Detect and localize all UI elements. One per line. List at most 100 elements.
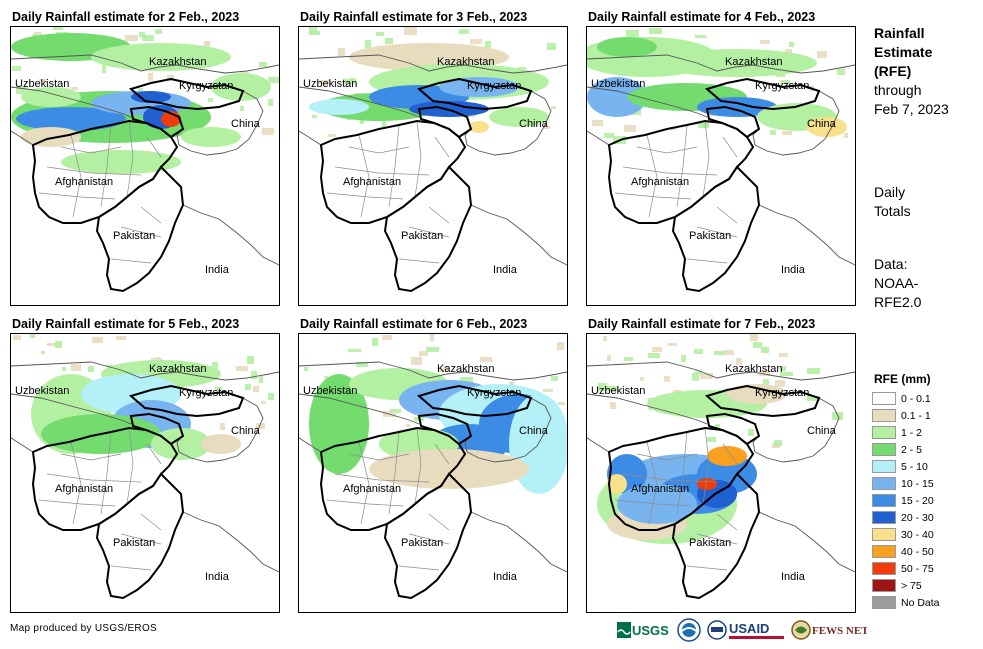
rain-pixel — [55, 341, 62, 348]
rainfall-panel-feb-7: Daily Rainfall estimate for 7 Feb., 2023… — [586, 315, 856, 615]
country-label-kyrgyzstan: Kyrgyzstan — [755, 80, 809, 92]
totals-line: Daily — [874, 184, 906, 200]
data-line: Data: — [874, 256, 908, 272]
legend-item: 0.1 - 1 — [872, 407, 940, 424]
rain-pixel — [714, 351, 725, 355]
rain-pixel — [750, 334, 758, 341]
rain-pixel — [781, 80, 790, 84]
rain-pixel — [419, 351, 428, 356]
rain-pixel — [343, 79, 356, 84]
country-label-pakistan: Pakistan — [113, 230, 155, 242]
country-boundary — [299, 54, 567, 74]
province-boundary — [716, 206, 738, 224]
svg-text:USGS: USGS — [632, 623, 669, 638]
rain-pixel — [460, 377, 473, 384]
country-boundary — [464, 397, 552, 463]
legend-swatch — [872, 409, 896, 422]
region-outline — [383, 472, 473, 600]
map-svg: Kazakhstan Uzbekistan Kyrgyzstan China Afgha… — [11, 27, 279, 293]
country-boundary — [758, 511, 855, 573]
country-label-kazakhstan: Kazakhstan — [437, 363, 494, 375]
rain-pixel — [760, 40, 770, 44]
legend-label: 5 - 10 — [901, 460, 928, 473]
region-outline — [128, 384, 245, 418]
rain-pixel — [607, 355, 611, 361]
map-credit: Map produced by USGS/EROS — [10, 623, 158, 634]
rainfall-area — [91, 43, 231, 71]
rain-pixel — [261, 401, 266, 404]
sidebar-daily-totals: Daily Totals — [874, 183, 911, 221]
province-boundary — [326, 499, 404, 507]
country-boundary — [587, 361, 855, 381]
legend-item: 30 - 40 — [872, 526, 940, 543]
rainfall-area — [349, 43, 509, 71]
rain-pixel — [116, 336, 126, 340]
rain-pixel — [319, 80, 331, 84]
country-boundary — [11, 86, 132, 118]
province-boundary — [334, 473, 430, 483]
province-boundary — [120, 533, 162, 545]
country-label-kyrgyzstan: Kyrgyzstan — [179, 80, 233, 92]
title-line: Rainfall — [874, 25, 925, 41]
province-boundary — [434, 136, 450, 158]
province-boundary — [702, 427, 710, 505]
legend-label: 1 - 2 — [901, 426, 923, 439]
rainfall-map-feb-4: Kazakhstan Uzbekistan Kyrgyzstan China Afgha… — [586, 26, 856, 306]
country-label-kazakhstan: Kazakhstan — [149, 56, 206, 68]
rain-pixel — [356, 362, 368, 367]
rain-pixel — [262, 128, 274, 135]
province-boundary — [636, 146, 698, 154]
rain-pixel — [837, 69, 845, 75]
province-boundary — [100, 431, 112, 515]
rain-pixel — [426, 347, 439, 352]
country-label-china: China — [519, 425, 549, 437]
rain-pixel — [557, 342, 564, 350]
rainfall-area — [697, 97, 777, 117]
rain-pixel — [668, 343, 677, 346]
rain-pixel — [780, 366, 786, 371]
rain-pixel — [759, 370, 770, 376]
map-svg: Kazakhstan Uzbekistan Kyrgyzstan China Afgha… — [587, 28, 855, 293]
rain-pixel — [372, 338, 378, 346]
rain-pixel — [694, 349, 703, 354]
rain-pixel — [700, 373, 713, 379]
country-boundary — [758, 204, 855, 266]
country-label-uzbekistan: Uzbekistan — [303, 78, 357, 90]
legend-item: 20 - 30 — [872, 509, 940, 526]
rain-pixel — [780, 372, 793, 376]
country-label-kazakhstan: Kazakhstan — [725, 56, 782, 68]
rain-pixel — [558, 402, 565, 405]
rain-pixel — [125, 35, 138, 41]
country-boundary — [587, 130, 610, 146]
province-boundary — [686, 565, 728, 571]
rain-pixel — [268, 99, 273, 106]
country-label-pakistan: Pakistan — [689, 537, 731, 549]
region-outline — [95, 165, 185, 293]
rain-pixel — [253, 386, 259, 392]
region-outline — [671, 165, 761, 293]
panel-title: Daily Rainfall estimate for 3 Feb., 2023 — [300, 10, 528, 24]
province-boundary — [696, 226, 738, 238]
rainfall-area — [181, 127, 241, 147]
data-line: RFE2.0 — [874, 294, 922, 310]
province-boundary — [614, 499, 692, 507]
rain-pixel — [648, 353, 660, 358]
rain-pixel — [681, 355, 686, 362]
country-label-india: India — [781, 571, 806, 583]
province-boundary — [428, 513, 450, 531]
province-boundary — [722, 443, 738, 465]
region-outline — [704, 384, 821, 418]
province-boundary — [434, 443, 450, 465]
fewsnet-logo: FEWS NET — [791, 618, 867, 642]
legend-label: 20 - 30 — [901, 511, 934, 524]
legend-swatch — [872, 528, 896, 541]
country-label-china: China — [807, 425, 837, 437]
country-boundary — [587, 393, 708, 425]
province-boundary — [408, 226, 450, 238]
legend-title: RFE (mm) — [874, 372, 931, 386]
rain-pixel — [92, 337, 103, 343]
rain-pixel — [807, 396, 820, 401]
rain-pixel — [640, 377, 644, 381]
country-boundary — [11, 361, 279, 381]
legend-label: 10 - 15 — [901, 477, 934, 490]
